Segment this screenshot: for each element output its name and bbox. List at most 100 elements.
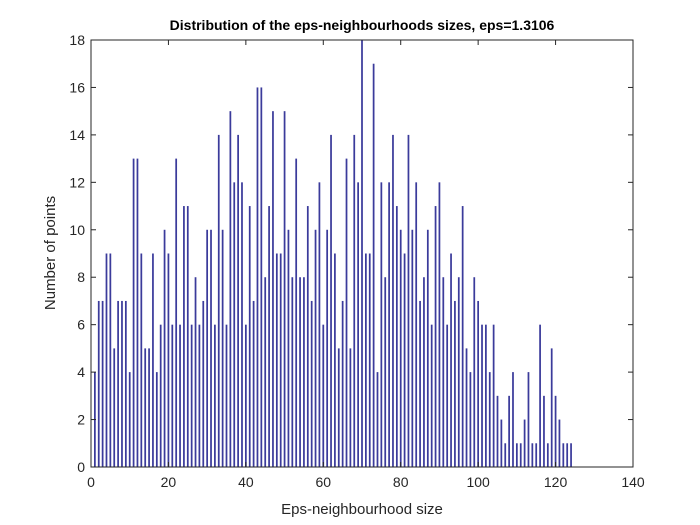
bar — [175, 158, 178, 467]
bar — [395, 206, 398, 468]
x-tick-label: 40 — [238, 474, 254, 490]
bar — [539, 324, 541, 467]
bar — [415, 182, 418, 468]
bar — [515, 443, 518, 467]
bar — [461, 206, 464, 468]
bar — [279, 253, 282, 467]
bar — [105, 253, 108, 467]
bar — [407, 134, 410, 467]
bar — [488, 372, 491, 467]
bar — [229, 111, 232, 468]
bar — [492, 324, 495, 467]
x-tick-label: 120 — [544, 474, 568, 490]
bar — [171, 324, 174, 467]
bar — [365, 253, 367, 467]
bar — [210, 229, 212, 467]
bar — [97, 300, 100, 467]
bar — [314, 229, 317, 467]
bar — [450, 253, 452, 467]
bar — [124, 300, 127, 467]
y-tick-label: 6 — [77, 317, 85, 333]
x-tick-label: 140 — [621, 474, 645, 490]
bar — [372, 63, 375, 467]
bar — [512, 372, 514, 467]
bar — [543, 395, 545, 467]
bar — [531, 443, 534, 467]
bar — [326, 229, 329, 467]
y-tick-label: 16 — [69, 79, 85, 95]
bar — [148, 348, 150, 467]
bar — [523, 419, 526, 467]
bar — [152, 253, 154, 467]
bar — [562, 443, 565, 467]
bar — [121, 300, 123, 467]
bar — [550, 348, 553, 467]
x-axis-label: Eps-neighbourhood size — [281, 501, 443, 518]
y-axis-label: Number of points — [42, 196, 59, 310]
bar — [334, 253, 336, 467]
bar — [214, 324, 216, 467]
bar — [345, 158, 348, 467]
bar — [221, 229, 224, 467]
bar — [384, 277, 387, 467]
bar — [481, 324, 483, 467]
bar — [186, 206, 189, 468]
bar — [159, 324, 162, 467]
bar — [423, 277, 425, 467]
bar — [454, 300, 456, 467]
bar — [256, 87, 259, 467]
bar — [411, 229, 414, 467]
y-tick-label: 0 — [77, 459, 85, 475]
bar — [183, 206, 185, 468]
bar — [337, 348, 340, 467]
chart-title: Distribution of the eps-neighbourhoods s… — [170, 17, 555, 33]
bar — [434, 206, 437, 468]
bar — [132, 158, 135, 467]
bar — [206, 229, 209, 467]
bar — [361, 40, 363, 467]
bar — [457, 277, 460, 467]
y-tick-label: 10 — [69, 222, 85, 238]
bar — [392, 134, 394, 467]
bar — [167, 253, 170, 467]
bar — [299, 277, 301, 467]
bar — [477, 300, 480, 467]
bar — [109, 253, 112, 467]
bar — [287, 229, 290, 467]
bar — [155, 372, 158, 467]
bar — [241, 182, 243, 468]
bar — [496, 395, 499, 467]
bar — [306, 206, 309, 468]
bar — [225, 324, 228, 467]
bar — [376, 372, 379, 467]
bar — [403, 253, 406, 467]
bar — [566, 443, 569, 467]
bar — [399, 229, 402, 467]
x-tick-label: 60 — [315, 474, 331, 490]
bar — [190, 324, 193, 467]
axes-frame — [90, 39, 634, 468]
bar — [310, 300, 313, 467]
bar — [101, 300, 104, 467]
bar — [558, 419, 561, 467]
bar — [446, 324, 449, 467]
x-tick-label: 20 — [161, 474, 177, 490]
x-tick-label: 100 — [466, 474, 490, 490]
bar — [349, 348, 352, 467]
bar — [272, 111, 274, 468]
ticks-group: 0 20 40 60 80 100 120 140 0 2 4 6 8 10 12 14 16 18 — [69, 32, 644, 490]
bar — [140, 253, 143, 467]
bar — [163, 229, 166, 467]
bar — [380, 182, 383, 468]
y-tick-label: 14 — [69, 127, 85, 143]
bar — [248, 206, 251, 468]
bar — [179, 324, 181, 467]
y-tick-label: 2 — [77, 412, 85, 428]
bar — [357, 182, 359, 468]
bar — [485, 324, 487, 467]
bar — [500, 419, 503, 467]
bar — [113, 348, 116, 467]
bar — [508, 395, 510, 467]
